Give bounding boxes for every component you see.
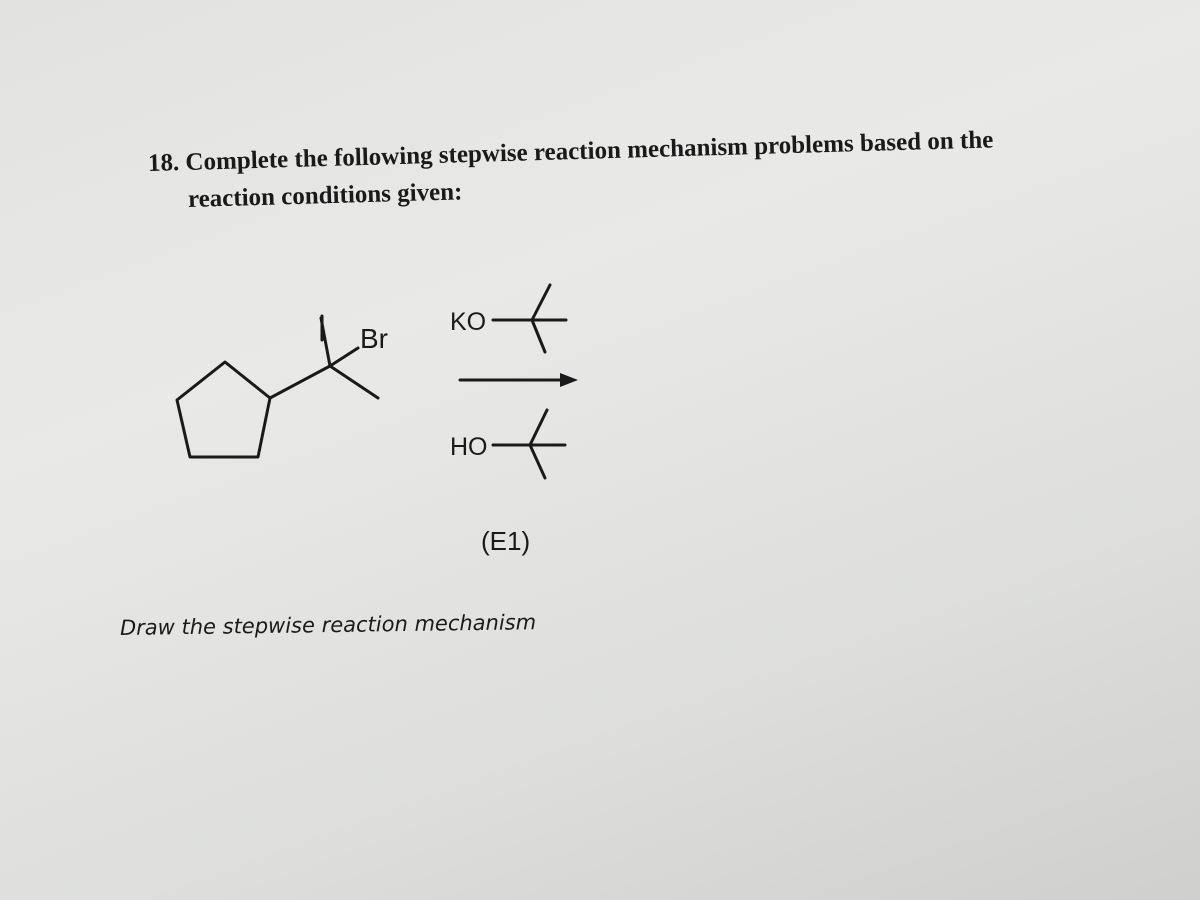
bond [328, 346, 360, 368]
bond [530, 318, 547, 354]
cyclopentane [175, 360, 272, 459]
bond [528, 443, 547, 480]
leaving-group: Br [360, 323, 388, 354]
arrow-head [560, 373, 578, 387]
bond [528, 408, 549, 447]
bond [530, 283, 552, 322]
reagent: HO [450, 433, 488, 461]
bond [268, 364, 380, 400]
reagent: KO [450, 308, 486, 336]
mechanism-type: (E1) [481, 526, 530, 556]
molecule-bonds [175, 283, 568, 480]
